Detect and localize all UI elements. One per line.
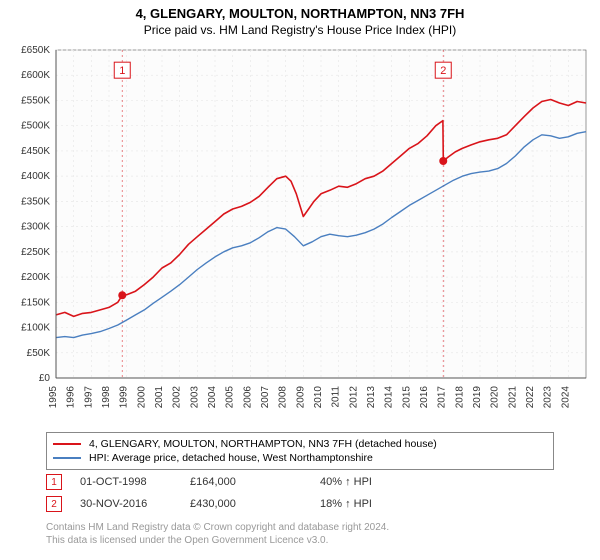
footer-attribution: Contains HM Land Registry data © Crown c… [46, 522, 554, 547]
svg-text:£600K: £600K [21, 70, 50, 81]
svg-text:2000: 2000 [136, 386, 147, 409]
data-row-1: 1 01-OCT-1998 £164,000 40% ↑ HPI [46, 474, 430, 490]
svg-text:2007: 2007 [260, 386, 271, 409]
legend-label-1: 4, GLENGARY, MOULTON, NORTHAMPTON, NN3 7… [89, 438, 437, 450]
data-date-1: 01-OCT-1998 [80, 476, 190, 488]
svg-text:1996: 1996 [66, 386, 77, 409]
svg-text:2006: 2006 [242, 386, 253, 409]
chart-title-address: 4, GLENGARY, MOULTON, NORTHAMPTON, NN3 7… [0, 6, 600, 23]
svg-text:2019: 2019 [472, 386, 483, 409]
data-pct-2: 18% ↑ HPI [320, 498, 430, 510]
data-row-2: 2 30-NOV-2016 £430,000 18% ↑ HPI [46, 496, 430, 512]
svg-text:2004: 2004 [207, 386, 218, 409]
svg-text:2024: 2024 [560, 386, 571, 409]
svg-text:2012: 2012 [348, 386, 359, 409]
svg-text:£500K: £500K [21, 121, 50, 132]
svg-text:£200K: £200K [21, 272, 50, 283]
svg-text:£300K: £300K [21, 222, 50, 233]
marker-number-2: 2 [51, 499, 57, 510]
legend-row-series2: HPI: Average price, detached house, West… [53, 451, 547, 465]
svg-text:2: 2 [440, 65, 446, 77]
data-point-table: 1 01-OCT-1998 £164,000 40% ↑ HPI 2 30-NO… [46, 474, 430, 518]
svg-text:1999: 1999 [119, 386, 130, 409]
data-price-1: £164,000 [190, 476, 320, 488]
svg-text:2021: 2021 [507, 386, 518, 409]
data-date-2: 30-NOV-2016 [80, 498, 190, 510]
svg-text:2014: 2014 [384, 386, 395, 409]
chart-subtitle: Price paid vs. HM Land Registry's House … [0, 23, 600, 39]
svg-text:2022: 2022 [525, 386, 536, 409]
svg-text:2001: 2001 [154, 386, 165, 409]
svg-text:£350K: £350K [21, 196, 50, 207]
svg-text:1997: 1997 [83, 386, 94, 409]
svg-text:2017: 2017 [437, 386, 448, 409]
svg-text:2003: 2003 [189, 386, 200, 409]
svg-text:1995: 1995 [48, 386, 59, 409]
marker-number-1: 1 [51, 477, 57, 488]
marker-box-1: 1 [46, 474, 62, 490]
svg-text:2010: 2010 [313, 386, 324, 409]
svg-text:2005: 2005 [225, 386, 236, 409]
chart-area: £0 £50K £100K £150K £200K £250K £300K £350K £400… [0, 44, 600, 424]
svg-text:£450K: £450K [21, 146, 50, 157]
footer-line-1: Contains HM Land Registry data © Crown c… [46, 522, 554, 535]
svg-text:2016: 2016 [419, 386, 430, 409]
svg-text:2008: 2008 [278, 386, 289, 409]
legend: 4, GLENGARY, MOULTON, NORTHAMPTON, NN3 7… [46, 432, 554, 470]
footer-line-2: This data is licensed under the Open Gov… [46, 535, 554, 548]
svg-text:2002: 2002 [172, 386, 183, 409]
svg-text:£400K: £400K [21, 171, 50, 182]
svg-text:2013: 2013 [366, 386, 377, 409]
legend-label-2: HPI: Average price, detached house, West… [89, 452, 373, 464]
svg-text:1998: 1998 [101, 386, 112, 409]
svg-text:£100K: £100K [21, 323, 50, 334]
svg-text:£50K: £50K [27, 348, 51, 359]
svg-text:2011: 2011 [331, 386, 342, 408]
svg-text:2015: 2015 [401, 386, 412, 409]
svg-text:2009: 2009 [295, 386, 306, 409]
data-price-2: £430,000 [190, 498, 320, 510]
svg-text:£250K: £250K [21, 247, 50, 258]
legend-swatch-1 [53, 443, 81, 445]
legend-row-series1: 4, GLENGARY, MOULTON, NORTHAMPTON, NN3 7… [53, 437, 547, 451]
svg-text:£0: £0 [39, 373, 51, 384]
svg-text:£550K: £550K [21, 95, 50, 106]
data-pct-1: 40% ↑ HPI [320, 476, 430, 488]
svg-text:2023: 2023 [543, 386, 554, 409]
svg-text:£650K: £650K [21, 45, 50, 56]
svg-text:2018: 2018 [454, 386, 465, 409]
legend-swatch-2 [53, 457, 81, 459]
svg-text:1: 1 [119, 65, 125, 77]
svg-text:£150K: £150K [21, 297, 50, 308]
svg-text:2020: 2020 [490, 386, 501, 409]
marker-box-2: 2 [46, 496, 62, 512]
